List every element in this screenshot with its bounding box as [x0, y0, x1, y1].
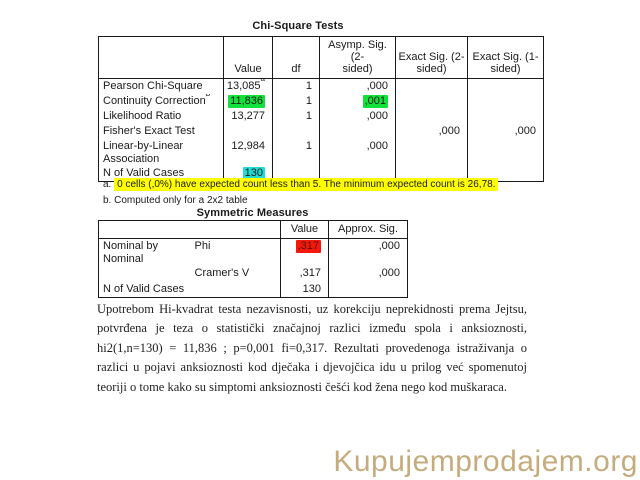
highlighted-value-green: 11,836 — [228, 94, 265, 108]
symmetric-measures-table: Value Approx. Sig. Nominal by Nominal Ph… — [98, 220, 408, 298]
highlighted-sig-green: ,001 — [362, 94, 388, 108]
col-header-exact-sig-1: Exact Sig. (1- sided) — [467, 36, 544, 79]
sym-header-row: Value Approx. Sig. — [98, 220, 408, 239]
symmetric-measures-title: Symmetric Measures — [196, 207, 309, 219]
highlighted-n-cyan: 130 — [242, 166, 265, 180]
analysis-paragraph: Upotrebom Hi-kvadrat testa nezavisnosti,… — [97, 302, 527, 394]
chi-square-table: Value df Asymp. Sig. (2- sided) Exact Si… — [98, 36, 544, 182]
sym-col-header-stub — [98, 220, 281, 239]
col-header-exact-sig-2: Exact Sig. (2- sided) — [395, 36, 468, 79]
chi-header-row: Value df Asymp. Sig. (2- sided) Exact Si… — [98, 36, 544, 79]
footnote-a-prefix: a. — [103, 179, 112, 190]
footnote-b: b. Computed only for a 2x2 table — [103, 194, 248, 207]
table-row-phi: Nominal by Nominal Phi ,317 ,000 — [99, 238, 408, 266]
col-header-asymp-sig: Asymp. Sig. (2- sided) — [319, 36, 396, 79]
sym-col-header-value: Value — [280, 220, 329, 239]
table-row-fisher: Fisher's Exact Test ,000 ,000 — [99, 123, 544, 139]
watermark-text: Kupujemprodajem.org — [333, 445, 638, 478]
sym-col-header-approx-sig: Approx. Sig. — [328, 220, 408, 239]
table-row-linear: Linear-by-Linear Association 12,984 1 ,0… — [99, 138, 544, 166]
col-header-value: Value — [223, 36, 273, 79]
highlighted-phi-red: ,317 — [295, 240, 321, 253]
table-row-cramers-v: Cramer's V ,317 ,000 — [99, 266, 408, 282]
chi-square-table-title: Chi-Square Tests — [252, 20, 344, 32]
col-header-stub — [98, 36, 224, 79]
table-row-sym-valid-cases: N of Valid Cases 130 — [99, 282, 408, 297]
footnote-a: a. 0 cells (,0%) have expected count les… — [103, 178, 499, 191]
footnote-b-text: Computed only for a 2x2 table — [114, 195, 248, 206]
table-row-pearson: Pearson Chi-Square 13,085a 1 ,000 — [99, 78, 544, 94]
table-row-likelihood: Likelihood Ratio 13,277 1 ,000 — [99, 108, 544, 124]
table-row-valid-cases: N of Valid Cases 130 — [99, 165, 544, 182]
col-header-df: df — [272, 36, 320, 79]
footnote-b-prefix: b. — [103, 195, 112, 206]
footnote-a-highlighted-text: 0 cells (,0%) have expected count less t… — [114, 178, 499, 191]
table-row-continuity: Continuity Correctionb 11,836 1 ,001 — [99, 93, 544, 109]
